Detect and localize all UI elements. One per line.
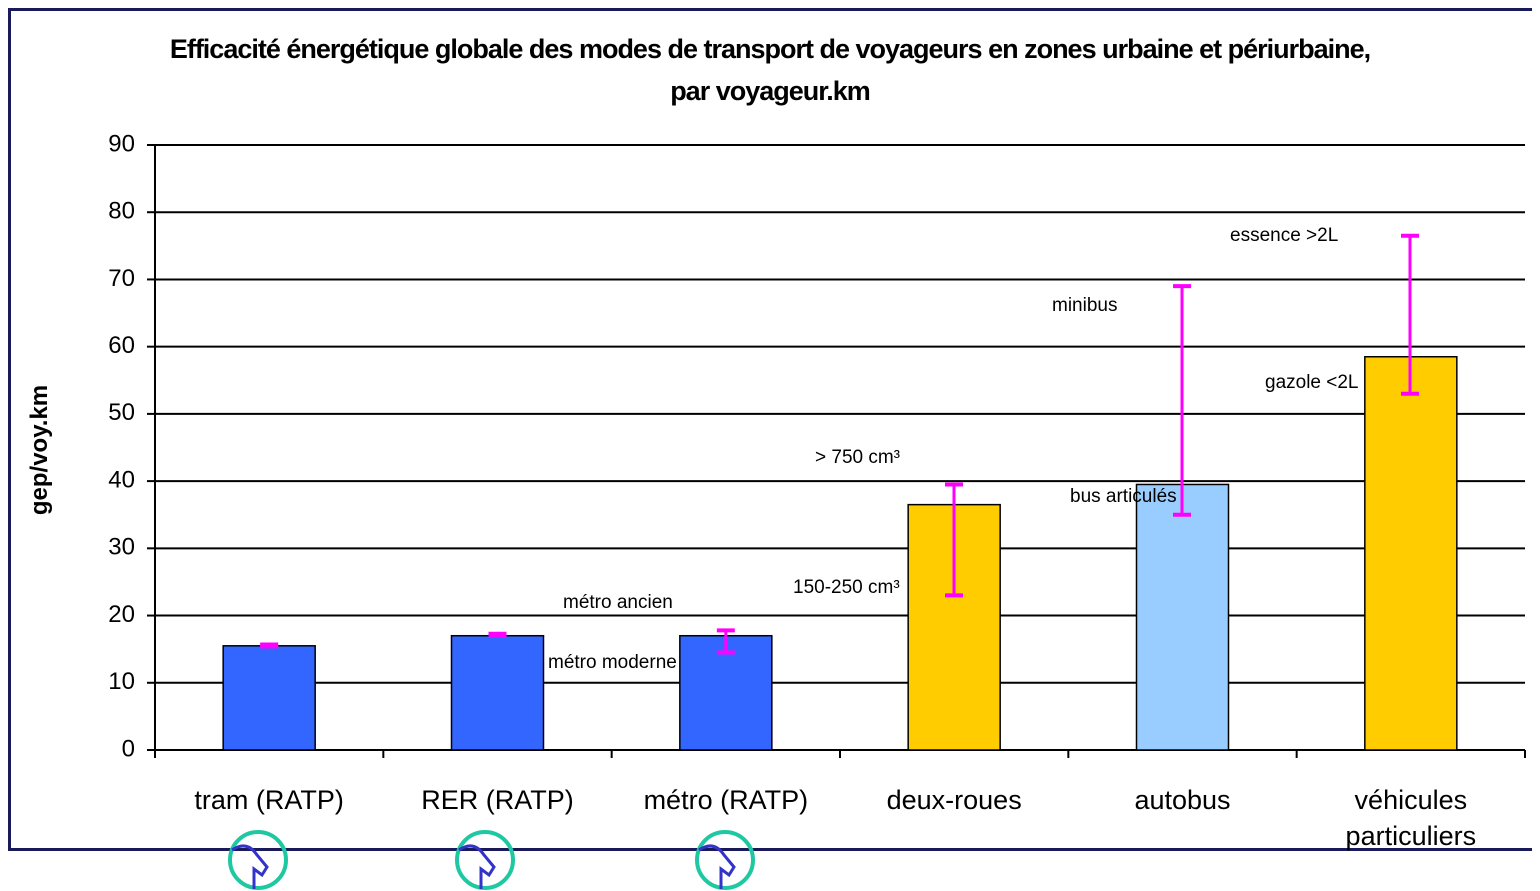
y-tick-label: 60	[108, 332, 135, 359]
y-axis-label: gep/voy.km	[26, 384, 53, 516]
annotation: bus articulés	[1070, 486, 1177, 507]
bar	[1135, 483, 1230, 751]
y-tick-label: 70	[108, 265, 135, 292]
y-tick-label: 30	[108, 534, 135, 561]
y-tick-label: 40	[108, 466, 135, 493]
annotation: essence >2L	[1230, 225, 1339, 246]
y-tick-label: 50	[108, 399, 135, 426]
y-tick-label: 20	[108, 601, 135, 628]
bar	[679, 634, 773, 751]
bar	[222, 645, 316, 751]
icons	[228, 830, 755, 890]
annotation: métro ancien	[563, 592, 673, 613]
x-tick-label: autobus	[1134, 785, 1231, 815]
annotation: > 750 cm³	[815, 447, 901, 468]
y-tick-label: 0	[122, 735, 135, 762]
x-tick-label: tram (RATP)	[194, 785, 344, 815]
chart-title: Efficacité énergétique globale des modes…	[169, 34, 1371, 106]
bar	[1364, 356, 1458, 751]
y-tick-label: 80	[108, 198, 135, 225]
icon-hands	[231, 844, 736, 889]
y-tick-label: 90	[108, 130, 135, 157]
x-tick-label: RER (RATP)	[421, 785, 574, 815]
annotation: 150-250 cm³	[793, 577, 900, 598]
annotation: métro moderne	[548, 652, 677, 673]
y-tick-label: 10	[108, 668, 135, 695]
x-tick-label: deux-roues	[886, 785, 1022, 815]
x-tick-label: véhicules particuliers	[1345, 785, 1477, 851]
bar	[450, 634, 545, 751]
annotation: gazole <2L	[1265, 372, 1359, 393]
frame	[8, 8, 1532, 851]
annotation: minibus	[1052, 295, 1118, 316]
x-tick-label: métro (RATP)	[643, 785, 809, 815]
